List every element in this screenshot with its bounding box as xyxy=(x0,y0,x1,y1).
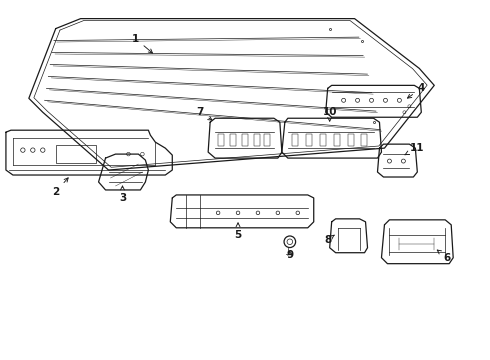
Text: 2: 2 xyxy=(52,178,68,197)
Text: 1: 1 xyxy=(132,33,152,53)
Text: 9: 9 xyxy=(286,250,294,260)
Text: 6: 6 xyxy=(437,250,451,263)
Text: 3: 3 xyxy=(119,186,126,203)
Bar xyxy=(292,134,298,146)
Text: 4: 4 xyxy=(408,84,425,98)
Bar xyxy=(334,134,340,146)
Bar xyxy=(56,145,96,163)
Bar xyxy=(319,134,326,146)
Bar xyxy=(306,134,312,146)
Text: 11: 11 xyxy=(405,143,424,155)
Bar xyxy=(218,134,224,146)
Bar xyxy=(230,134,236,146)
Text: 10: 10 xyxy=(322,107,337,121)
Bar xyxy=(264,134,270,146)
Text: 5: 5 xyxy=(234,223,242,240)
Text: 7: 7 xyxy=(196,107,212,120)
Bar xyxy=(254,134,260,146)
Bar xyxy=(347,134,354,146)
Bar xyxy=(361,134,367,146)
Bar xyxy=(242,134,248,146)
Text: 8: 8 xyxy=(324,235,334,245)
